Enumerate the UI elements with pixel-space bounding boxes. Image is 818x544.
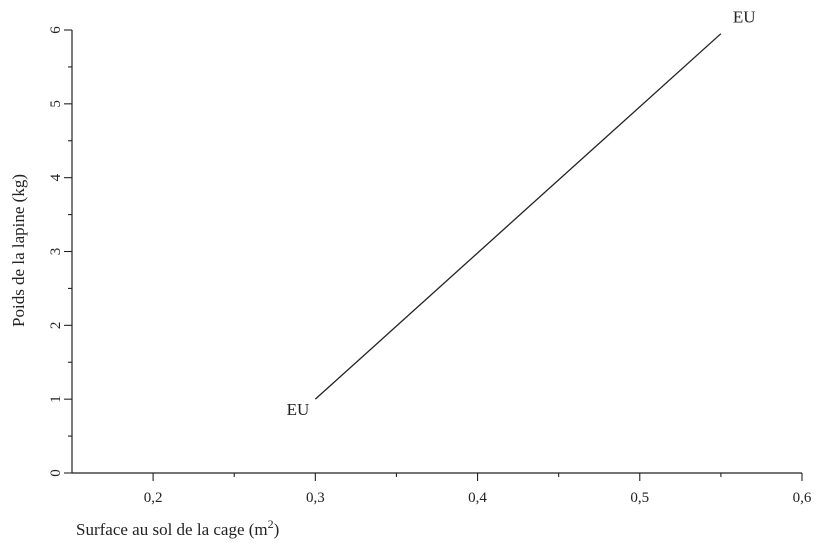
ticks: 0,2 0,3 0,4 0,5 0,6 0 1 2 3 4 5 6 bbox=[48, 26, 812, 506]
x-axis-title-main: Surface au sol de la cage (m bbox=[76, 520, 268, 539]
y-tick-label: 3 bbox=[48, 248, 64, 256]
y-axis-title: Poids de la lapine (kg) bbox=[9, 174, 28, 327]
y-tick-label: 0 bbox=[48, 469, 64, 477]
x-tick-label: 0,5 bbox=[630, 490, 649, 506]
x-axis-title-sup: 2 bbox=[268, 517, 274, 531]
series-line bbox=[314, 33, 722, 400]
y-tick-label: 1 bbox=[48, 395, 64, 403]
y-tick-label: 4 bbox=[48, 173, 64, 181]
y-tick-label: 2 bbox=[48, 322, 64, 330]
x-tick-label: 0,6 bbox=[793, 490, 812, 506]
x-tick-label: 0,3 bbox=[306, 490, 325, 506]
x-axis-title-end: ) bbox=[274, 520, 280, 539]
x-tick-label: 0,2 bbox=[144, 490, 163, 506]
y-tick-label: 5 bbox=[48, 100, 64, 108]
x-axis-title: Surface au sol de la cage (m2) bbox=[76, 517, 279, 539]
axes bbox=[71, 30, 802, 474]
annotations: EU EU bbox=[287, 8, 756, 419]
annotation-label: EU bbox=[287, 400, 310, 419]
x-tick-label: 0,4 bbox=[468, 490, 487, 506]
series bbox=[314, 33, 722, 400]
y-tick-label: 6 bbox=[48, 26, 64, 34]
annotation-label: EU bbox=[733, 8, 756, 27]
